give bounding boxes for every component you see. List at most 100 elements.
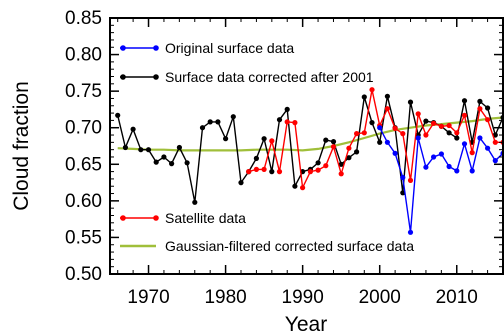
data-point-surface-data-corrected-after-2001: [153, 159, 159, 165]
data-point-satellite-data: [346, 145, 352, 151]
data-point-surface-data-corrected-after-2001: [145, 147, 152, 153]
data-point-surface-data-corrected-after-2001: [261, 136, 267, 142]
legend-marker: [120, 45, 126, 51]
legend-label: Gaussian-filtered corrected surface data: [165, 238, 414, 254]
data-point-surface-data-corrected-after-2001: [115, 112, 121, 118]
data-point-surface-data-corrected-after-2001: [361, 94, 367, 100]
data-point-surface-data-corrected-after-2001: [276, 117, 283, 123]
data-point-surface-data-corrected-after-2001: [169, 161, 175, 167]
data-point-original-surface-data: [384, 139, 390, 145]
data-point-surface-data-corrected-after-2001: [384, 93, 390, 99]
data-point-satellite-data: [315, 167, 321, 173]
data-point-satellite-data: [415, 111, 421, 117]
data-point-original-surface-data: [400, 174, 406, 181]
series-original-surface-data: [377, 125, 504, 235]
data-point-surface-data-corrected-after-2001: [269, 169, 275, 175]
data-point-original-surface-data: [438, 151, 444, 157]
data-point-surface-data-corrected-after-2001: [176, 144, 182, 151]
data-point-satellite-data: [354, 131, 360, 137]
data-point-satellite-data: [284, 119, 290, 125]
data-point-satellite-data: [246, 169, 252, 175]
data-point-satellite-data: [369, 87, 375, 93]
data-point-original-surface-data: [392, 150, 398, 156]
data-point-surface-data-corrected-after-2001: [138, 147, 144, 153]
data-point-satellite-data: [423, 132, 429, 138]
data-point-satellite-data: [461, 112, 468, 118]
y-tick-label: 0.85: [65, 8, 102, 29]
data-point-satellite-data: [469, 150, 475, 156]
data-point-satellite-data: [400, 131, 406, 137]
data-point-satellite-data: [485, 117, 491, 123]
data-point-surface-data-corrected-after-2001: [315, 160, 321, 166]
data-point-surface-data-corrected-after-2001: [207, 119, 213, 125]
data-point-satellite-data: [338, 171, 344, 177]
data-point-surface-data-corrected-after-2001: [485, 105, 491, 111]
legend-marker: [120, 215, 126, 221]
axes-layer: 0.50 0.55 0.60 0.65 0.70 0.75 0.80 0.85 1970 1980…: [65, 8, 504, 308]
data-point-original-surface-data: [477, 135, 483, 141]
y-tick-label: 0.75: [65, 81, 102, 102]
data-point-satellite-data: [438, 123, 444, 129]
y-tick-label: 0.80: [65, 45, 102, 66]
legend-marker: [153, 74, 159, 80]
data-point-satellite-data: [361, 130, 367, 136]
data-point-surface-data-corrected-after-2001: [223, 136, 229, 142]
data-point-surface-data-corrected-after-2001: [192, 199, 198, 205]
data-point-surface-data-corrected-after-2001: [492, 132, 498, 138]
data-point-satellite-data: [276, 169, 283, 175]
data-point-surface-data-corrected-after-2001: [423, 118, 429, 124]
legend-marker: [153, 215, 159, 221]
x-tick-label: 1970: [127, 287, 169, 308]
data-point-surface-data-corrected-after-2001: [377, 139, 383, 145]
data-point-original-surface-data: [431, 154, 437, 160]
x-axis-title: Year: [285, 313, 327, 336]
data-point-surface-data-corrected-after-2001: [184, 160, 190, 166]
data-point-satellite-data: [323, 163, 329, 169]
data-point-satellite-data: [392, 125, 398, 131]
data-point-satellite-data: [431, 120, 437, 126]
data-point-satellite-data: [292, 120, 298, 126]
x-tick-label: 1980: [204, 287, 246, 308]
series-line-original-surface-data: [379, 127, 504, 233]
data-point-satellite-data: [269, 138, 275, 144]
data-point-surface-data-corrected-after-2001: [461, 98, 468, 104]
data-point-satellite-data: [253, 166, 259, 172]
data-point-satellite-data: [307, 169, 313, 175]
data-point-original-surface-data: [423, 164, 429, 170]
data-point-original-surface-data: [469, 168, 475, 174]
data-point-surface-data-corrected-after-2001: [446, 130, 452, 136]
data-point-surface-data-corrected-after-2001: [369, 120, 375, 126]
data-point-surface-data-corrected-after-2001: [454, 135, 460, 141]
y-tick-label: 0.55: [65, 227, 102, 248]
data-point-original-surface-data: [461, 141, 468, 147]
data-point-satellite-data: [477, 106, 483, 112]
y-axis-title: Cloud fraction: [10, 81, 33, 211]
legend-entry-surface-data-corrected-after-2001: Surface data corrected after 2001: [120, 69, 374, 85]
y-tick-label: 0.65: [65, 154, 102, 175]
y-tick-label: 0.60: [65, 191, 102, 212]
x-tick-label: 2010: [436, 287, 478, 308]
series-surface-data-corrected-after-2001: [115, 93, 504, 205]
legend-marker: [153, 45, 159, 51]
legend-label: Satellite data: [165, 210, 246, 226]
data-point-satellite-data: [384, 106, 390, 112]
x-tick-label: 1990: [282, 287, 324, 308]
data-point-surface-data-corrected-after-2001: [161, 154, 167, 160]
data-point-satellite-data: [407, 177, 414, 183]
data-point-surface-data-corrected-after-2001: [238, 180, 244, 186]
data-point-surface-data-corrected-after-2001: [230, 114, 236, 120]
data-point-satellite-data: [454, 130, 460, 136]
series-layer: [115, 87, 504, 235]
data-point-satellite-data: [492, 139, 498, 145]
data-point-surface-data-corrected-after-2001: [323, 137, 329, 143]
data-point-surface-data-corrected-after-2001: [338, 161, 344, 167]
data-point-original-surface-data: [454, 168, 460, 174]
x-tick-label: 2000: [359, 287, 401, 308]
data-point-surface-data-corrected-after-2001: [122, 144, 128, 151]
data-point-original-surface-data: [446, 163, 452, 170]
data-point-original-surface-data: [407, 229, 414, 235]
data-point-surface-data-corrected-after-2001: [130, 126, 136, 132]
series-gaussian-filtered-corrected-surface-data: [117, 116, 504, 152]
series-line-gaussian-filtered-corrected-surface-data: [117, 116, 504, 152]
